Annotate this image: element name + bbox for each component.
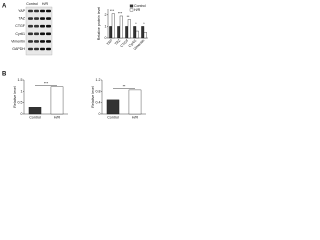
y-tick-label: 0 [99, 112, 101, 116]
significance: * [135, 22, 137, 26]
bar [50, 86, 64, 115]
x-tick-label: H/R [132, 115, 139, 119]
blot-band [40, 47, 45, 51]
x-tick-label: CTGF [120, 38, 130, 48]
legend-label: H/R [134, 8, 141, 12]
significance: *** [118, 11, 123, 15]
bar [125, 26, 129, 39]
bar [28, 107, 42, 115]
blot-band [46, 40, 51, 43]
blot-band [28, 9, 33, 13]
blot-band [46, 47, 51, 51]
blot-band [28, 32, 33, 36]
y-tick-label: 1.5 [18, 78, 23, 82]
y-tick-label: 1 [21, 89, 23, 93]
blot-column-label: Control [26, 2, 38, 6]
bar [128, 89, 142, 115]
bar [135, 30, 139, 39]
bar [143, 32, 147, 39]
blot-band [40, 17, 45, 20]
blot-band [34, 9, 39, 13]
bar [127, 19, 131, 39]
y-tick-label: 2 [105, 13, 107, 17]
blot-row-label: YAP [18, 9, 26, 13]
blot-band [28, 17, 33, 20]
significance: ** [127, 15, 130, 19]
y-tick-label: 0.4 [96, 101, 101, 105]
blot-row-label: CTGF [15, 24, 26, 28]
x-tick-label: H/R [54, 115, 61, 119]
bar [141, 26, 145, 39]
blot-band [40, 32, 45, 36]
bar [117, 26, 121, 39]
legend-label: Control [134, 4, 146, 8]
bar [109, 26, 113, 39]
panel-label: A [2, 4, 7, 10]
y-tick-label: 0 [21, 112, 23, 116]
blot-band [46, 17, 51, 20]
blot-band [46, 32, 51, 36]
blot-band [34, 47, 39, 51]
blot-row-label: GAPDH [12, 47, 25, 51]
blot-row-label: Vimentin [11, 39, 25, 43]
blot-band [28, 47, 33, 51]
x-tick-label: Control [107, 115, 119, 119]
blot-row-label: TAZ [18, 17, 25, 21]
significance: ** [123, 84, 126, 88]
significance: * [143, 22, 145, 26]
blot-band [34, 17, 39, 20]
y-tick-label: 1.2 [96, 78, 101, 82]
bar [119, 15, 123, 39]
significance: *** [44, 81, 49, 85]
x-tick-label: Cyr61 [128, 39, 138, 49]
blot-band [28, 40, 33, 43]
blot-column-label: H/R [42, 2, 49, 6]
y-tick-label: 1 [105, 24, 107, 28]
y-axis-label: Relative level [91, 86, 95, 108]
blot-band [46, 9, 51, 13]
blot-band [34, 40, 39, 43]
y-tick-label: 0 [105, 36, 107, 40]
y-tick-label: 0.8 [96, 89, 101, 93]
figure: A B Control H/RYAPTAZCTGFCyr61VimentinGAP… [2, 2, 148, 119]
x-tick-label: YAP [106, 38, 114, 46]
blot-band [46, 24, 51, 28]
significance: *** [110, 9, 115, 13]
y-axis-label: Relative protein level [97, 7, 101, 41]
blot-row-label: Cyr61 [15, 32, 25, 36]
panel-label: B [2, 72, 7, 78]
legend-swatch [129, 4, 134, 8]
bar [111, 13, 115, 39]
y-tick-label: 0.5 [18, 101, 23, 105]
legend-swatch [129, 8, 134, 12]
blot-membrane [25, 6, 53, 56]
y-axis-label: Relative level [13, 86, 17, 108]
x-tick-label: TAZ [114, 38, 122, 46]
bar [106, 99, 120, 115]
blot-band [28, 24, 33, 28]
blot-band [34, 32, 39, 36]
bar [133, 26, 137, 39]
blot-band [34, 24, 39, 28]
x-tick-label: Control [29, 115, 41, 119]
blot-band [40, 40, 45, 43]
blot-band [40, 9, 45, 13]
blot-band [40, 24, 45, 28]
